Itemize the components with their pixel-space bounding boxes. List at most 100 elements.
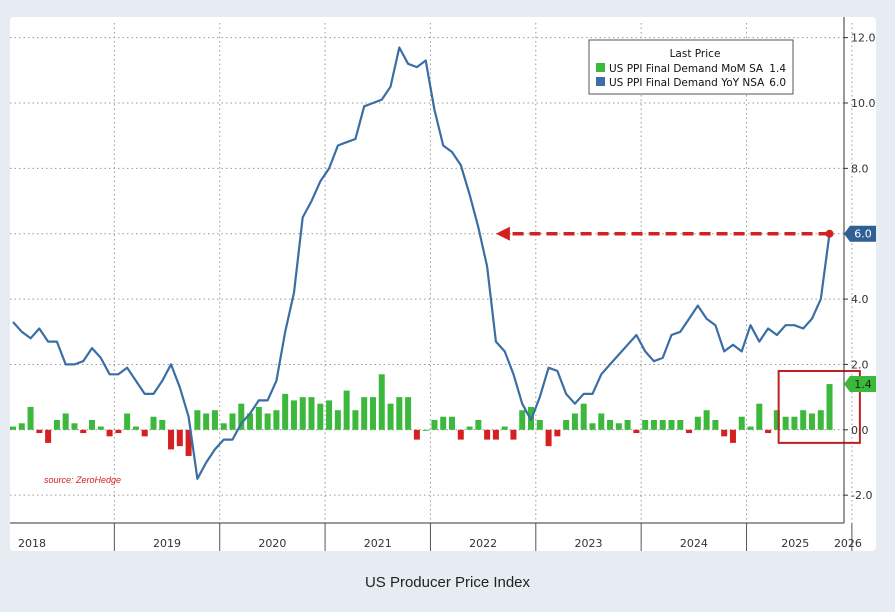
arrow-start-dot bbox=[825, 229, 834, 238]
tick-label-x: 2021 bbox=[364, 537, 392, 550]
legend-box bbox=[588, 39, 794, 95]
bar bbox=[71, 423, 78, 430]
bar bbox=[624, 420, 631, 430]
bar bbox=[132, 426, 139, 430]
bar bbox=[747, 426, 754, 430]
last-value-label-bars: 1.4 bbox=[854, 378, 872, 391]
bar bbox=[703, 410, 710, 430]
legend-swatch-mom bbox=[596, 63, 605, 72]
tick-label-x: 2018 bbox=[18, 537, 46, 550]
bar bbox=[264, 413, 271, 430]
bar bbox=[106, 429, 113, 437]
bar bbox=[563, 420, 570, 430]
bar-series bbox=[10, 374, 833, 456]
bar bbox=[800, 410, 807, 430]
bar bbox=[686, 429, 693, 434]
legend-value-mom: 1.4 bbox=[769, 63, 786, 75]
bar bbox=[519, 410, 526, 430]
legend-label-yoy: US PPI Final Demand YoY NSA bbox=[609, 77, 765, 89]
tick-label-y: 10.0 bbox=[851, 97, 876, 110]
bar bbox=[677, 420, 684, 430]
bar bbox=[738, 416, 745, 430]
bar bbox=[308, 397, 315, 430]
tick-label-x: 2024 bbox=[680, 537, 708, 550]
chart-svg: 12.0 10.0 8.0 6.0 4.0 2.0 0.0 -2.0 2018 2019 2020 2… bbox=[10, 17, 876, 551]
bar bbox=[53, 420, 60, 430]
bar bbox=[413, 429, 420, 440]
bar bbox=[150, 416, 157, 430]
bar bbox=[712, 420, 719, 430]
tick-label-x: 2023 bbox=[574, 537, 602, 550]
bar bbox=[782, 416, 789, 430]
bar bbox=[203, 413, 210, 430]
bar bbox=[817, 410, 824, 430]
bar bbox=[326, 400, 333, 430]
bar bbox=[475, 420, 482, 430]
tick-label-x: 2020 bbox=[258, 537, 286, 550]
bar bbox=[62, 413, 69, 430]
bar bbox=[229, 413, 236, 430]
yoy-line bbox=[12, 46, 831, 480]
tick-label-y: 8.0 bbox=[851, 162, 869, 175]
bar bbox=[352, 410, 359, 430]
bar bbox=[694, 416, 701, 430]
tick-label-y: 12.0 bbox=[851, 32, 876, 45]
bar bbox=[18, 423, 25, 430]
bar bbox=[299, 397, 306, 430]
bar bbox=[668, 420, 675, 430]
bar bbox=[633, 429, 640, 434]
bar bbox=[405, 397, 412, 430]
bar bbox=[343, 390, 350, 430]
bar bbox=[422, 429, 429, 431]
line-series bbox=[12, 46, 831, 480]
bar bbox=[238, 403, 245, 430]
bar bbox=[642, 420, 649, 430]
bar bbox=[124, 413, 131, 430]
legend-swatch-yoy bbox=[596, 77, 605, 86]
bar bbox=[396, 397, 403, 430]
tick-label-y: 4.0 bbox=[851, 293, 869, 306]
bar bbox=[756, 403, 763, 430]
tick-label-x: 2022 bbox=[469, 537, 497, 550]
bar bbox=[791, 416, 798, 430]
arrow-head bbox=[495, 226, 510, 241]
bar bbox=[615, 423, 622, 430]
bar bbox=[361, 397, 368, 430]
axes: 12.0 10.0 8.0 6.0 4.0 2.0 0.0 -2.0 2018 2019 2020 2… bbox=[10, 17, 876, 551]
bar bbox=[431, 420, 438, 430]
bar bbox=[773, 410, 780, 430]
bar bbox=[115, 429, 122, 434]
bar bbox=[580, 403, 587, 430]
bar bbox=[45, 429, 52, 443]
tick-label-y: -2.0 bbox=[851, 489, 872, 502]
bar bbox=[492, 429, 499, 440]
last-value-label-line: 6.0 bbox=[854, 228, 872, 241]
bar bbox=[27, 406, 34, 430]
gridlines bbox=[10, 23, 853, 523]
bar bbox=[729, 429, 736, 443]
bar bbox=[282, 393, 289, 430]
bar bbox=[765, 429, 772, 434]
bar bbox=[317, 403, 324, 430]
bar bbox=[484, 429, 491, 440]
legend-label-mom: US PPI Final Demand MoM SA bbox=[609, 63, 764, 75]
last-value-tag-line bbox=[844, 225, 876, 242]
bar bbox=[273, 410, 280, 430]
bar bbox=[457, 429, 464, 440]
bar bbox=[440, 416, 447, 430]
legend-value-yoy: 6.0 bbox=[769, 77, 786, 89]
tick-label-x: 2026 bbox=[834, 537, 862, 550]
legend: Last Price US PPI Final Demand MoM SA 1.… bbox=[588, 39, 794, 95]
bar bbox=[211, 410, 218, 430]
bar bbox=[510, 429, 517, 440]
bar bbox=[141, 429, 148, 437]
tick-label-y: 2.0 bbox=[851, 358, 869, 371]
bar bbox=[554, 429, 561, 437]
bar bbox=[536, 420, 543, 430]
bar bbox=[501, 426, 508, 430]
bar bbox=[97, 426, 104, 430]
source-note: source: ZeroHedge bbox=[44, 475, 121, 485]
bar bbox=[159, 420, 166, 430]
bar bbox=[255, 406, 262, 430]
bar bbox=[247, 413, 254, 430]
